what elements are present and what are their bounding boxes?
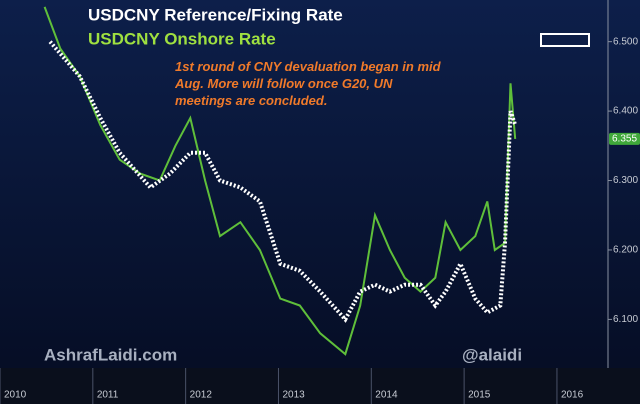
- y-tick-label: 6.100: [613, 314, 638, 325]
- x-tick-label: 2013: [282, 390, 305, 401]
- chart-title: USDCNY Reference/Fixing Rate: [88, 5, 343, 24]
- watermark-right: @alaidi: [462, 345, 522, 364]
- x-tick-label: 2014: [375, 390, 398, 401]
- last-price-label: 6.355: [612, 134, 637, 145]
- x-tick-label: 2016: [561, 390, 584, 401]
- series-line: [48, 40, 518, 323]
- last-price-box: [609, 132, 640, 145]
- x-axis-strip: [0, 368, 640, 404]
- x-tick-label: 2011: [97, 390, 119, 401]
- annotation-box: 1st round of CNY devaluation began in mi…: [175, 59, 441, 108]
- y-tick-label: 6.400: [613, 106, 638, 117]
- watermark-left: AshrafLaidi.com: [44, 345, 177, 364]
- annotation: 1st round of CNY devaluation began in mi…: [175, 59, 441, 108]
- y-tick-label: 6.300: [613, 175, 638, 186]
- chart-subtitle: USDCNY Onshore Rate: [88, 29, 276, 48]
- plot-area: 6.100 6.200 6.300 6.400 6.500 2010 2011 2012 201…: [0, 6, 640, 404]
- legend-box: [540, 33, 590, 47]
- x-tick-label: 2012: [190, 390, 213, 401]
- y-tick-label: 6.500: [613, 36, 638, 47]
- x-tick-label: 2010: [4, 390, 27, 401]
- y-tick-label: 6.200: [613, 245, 638, 256]
- x-tick-label: 2015: [468, 390, 491, 401]
